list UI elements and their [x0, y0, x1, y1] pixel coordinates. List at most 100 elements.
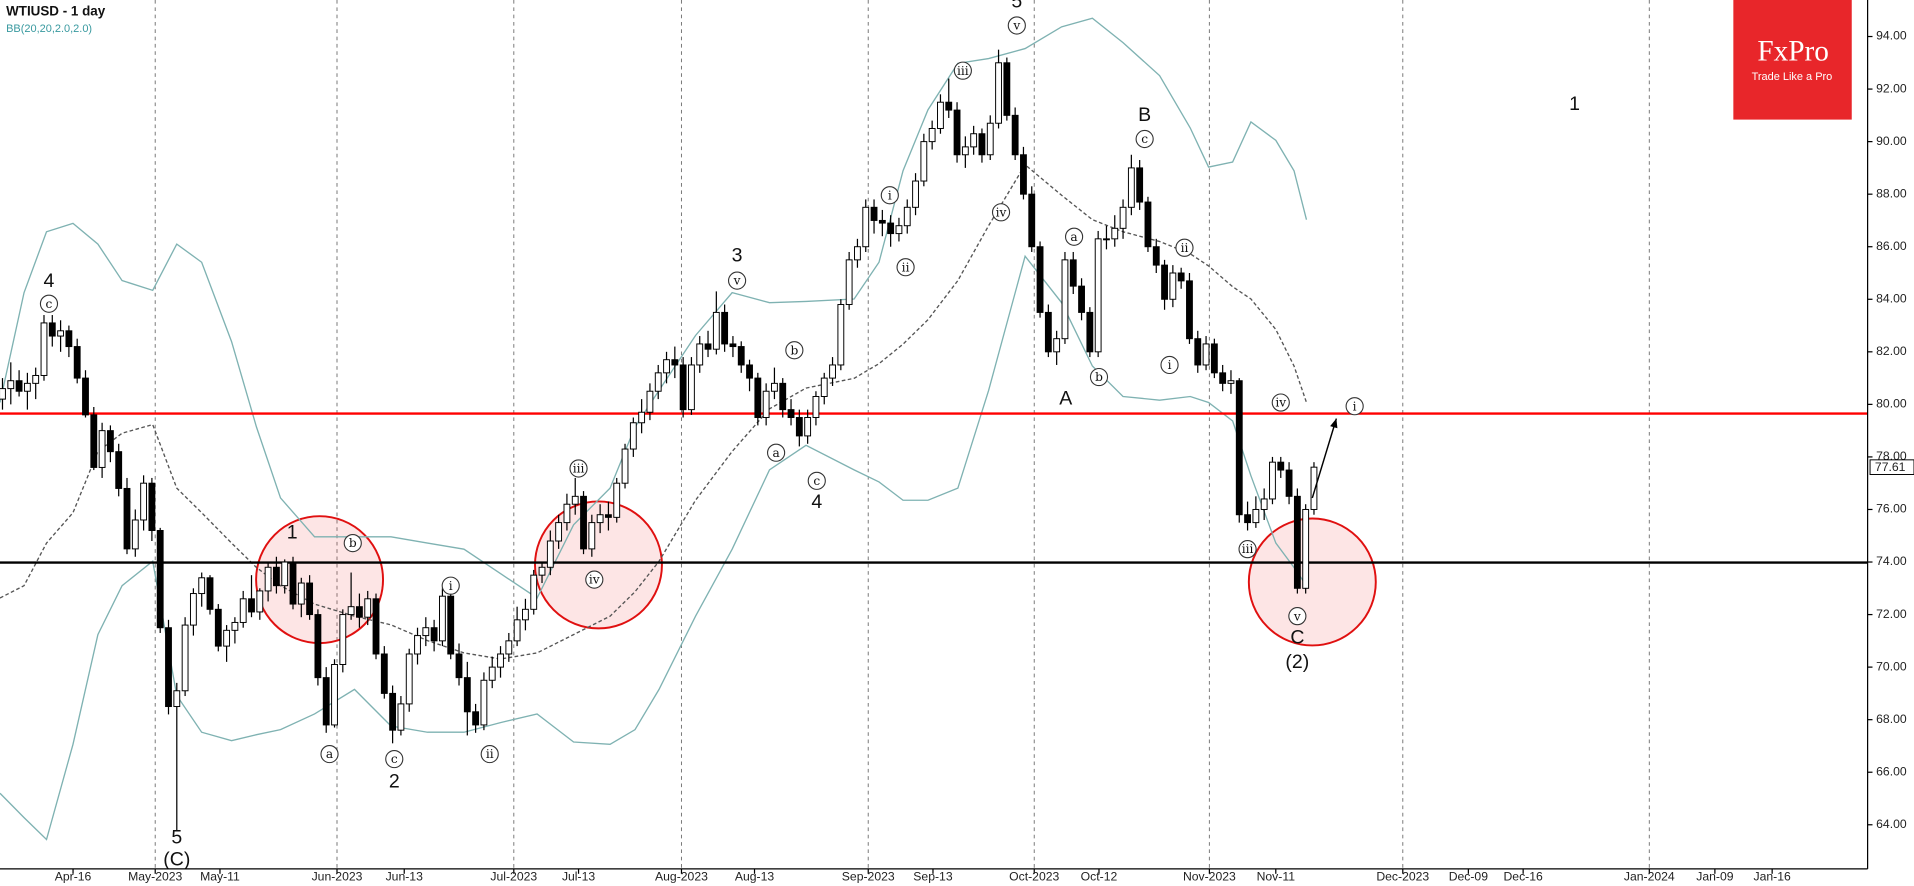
candle-body: [272, 566, 280, 587]
candle-body: [140, 482, 148, 521]
candle-body: [364, 598, 372, 618]
wave-circle: [1175, 238, 1194, 257]
wave-label: iv: [996, 205, 1007, 219]
candle-body: [671, 359, 679, 366]
candle-body: [746, 364, 753, 379]
wave-label: iv: [589, 573, 600, 587]
wave-label: iii: [957, 64, 969, 78]
candle-body: [173, 690, 181, 708]
wave-label: b: [349, 536, 357, 550]
wave-circle: [480, 745, 499, 764]
candle-body: [389, 692, 397, 731]
highlight-circle: [534, 500, 663, 630]
y-tick-label: 86.00: [1876, 239, 1907, 253]
candle-body: [98, 430, 106, 468]
candle-body: [281, 561, 289, 587]
candle-body: [762, 390, 770, 418]
candle-body: [1094, 238, 1102, 353]
candle-body: [961, 146, 969, 156]
candle-body: [1028, 193, 1036, 248]
band-line: [0, 254, 1308, 841]
wave-label: c: [1141, 132, 1148, 146]
x-tick-label: May-2023: [128, 870, 182, 884]
candle-body: [23, 382, 31, 392]
wave-label: ii: [1181, 241, 1189, 255]
candle-body: [57, 330, 65, 337]
wave-circle: [727, 271, 747, 290]
x-tick-label: Jan-16: [1754, 870, 1791, 884]
candle-body: [953, 109, 961, 156]
candle-body: [289, 561, 297, 605]
wave-label: iii: [573, 462, 585, 476]
candle-body: [1269, 461, 1276, 500]
y-tick-label: 82.00: [1876, 344, 1907, 358]
candle-body: [571, 495, 579, 505]
candle-body: [1177, 272, 1185, 282]
candle-body: [937, 101, 944, 129]
candle-body: [804, 417, 812, 437]
candle-body: [1011, 114, 1019, 156]
wave-label: i: [888, 188, 892, 202]
candle-body: [1277, 461, 1285, 471]
candle-body: [638, 411, 646, 424]
candle-body: [1260, 498, 1268, 510]
wave-label: B: [1138, 104, 1151, 126]
x-tick-label: Nov-2023: [1183, 870, 1236, 884]
candle-body: [181, 624, 189, 692]
wave-circle: [1089, 367, 1109, 387]
candle-body: [148, 482, 156, 531]
wave-label: iv: [1275, 396, 1286, 410]
wave-label: c: [391, 752, 398, 766]
candle-body: [530, 574, 538, 610]
candle-body: [878, 219, 886, 224]
candle-body: [737, 346, 745, 366]
wave-label: 1: [287, 522, 298, 544]
candle-body: [712, 311, 720, 350]
candle-body: [688, 364, 695, 411]
wave-label: 4: [44, 270, 55, 292]
highlight-circle: [1247, 517, 1377, 647]
candle-body: [580, 495, 587, 550]
y-tick-label: 68.00: [1876, 712, 1907, 726]
candle-body: [613, 482, 621, 518]
wave-label: 5: [171, 827, 182, 849]
candle-body: [1020, 154, 1027, 195]
x-tick-label: Jan-2024: [1624, 870, 1675, 884]
candle-body: [1186, 280, 1193, 340]
logo-tagline: Trade Like a Pro: [1752, 71, 1833, 83]
candle-body: [414, 635, 421, 655]
candle-body: [513, 619, 521, 642]
wave-circle: [1007, 16, 1026, 35]
candle-body: [588, 522, 596, 550]
candle-body: [829, 364, 836, 379]
wave-label: v: [1293, 609, 1301, 623]
wave-circle: [896, 258, 915, 277]
wave-label: 5: [1011, 0, 1022, 13]
wave-label: b: [1095, 370, 1103, 384]
candle-body: [314, 614, 322, 679]
candle-body: [1119, 206, 1127, 229]
candle-body: [546, 540, 554, 568]
candle-body: [1202, 343, 1210, 366]
candle-body: [820, 377, 828, 397]
candle-body: [380, 653, 388, 694]
candle-body: [663, 359, 670, 374]
candle-body: [48, 322, 56, 337]
candle-body: [1244, 514, 1251, 524]
wave-circle: [1288, 607, 1307, 626]
candle-body: [679, 364, 687, 411]
arrow-head: [1330, 418, 1338, 429]
candle-body: [198, 577, 206, 595]
candle-body: [721, 311, 729, 345]
logo-box: [1733, 0, 1852, 120]
y-tick-label: 70.00: [1876, 659, 1907, 673]
x-tick-label: Sep-13: [913, 870, 953, 884]
candle-body: [986, 122, 994, 156]
wave-label: v: [1012, 19, 1020, 33]
candle-body: [297, 582, 305, 605]
candle-body: [123, 487, 131, 550]
wave-circle: [1064, 227, 1084, 246]
candle-body: [845, 259, 853, 306]
candle-body: [1285, 469, 1293, 497]
candle-body: [621, 448, 629, 484]
